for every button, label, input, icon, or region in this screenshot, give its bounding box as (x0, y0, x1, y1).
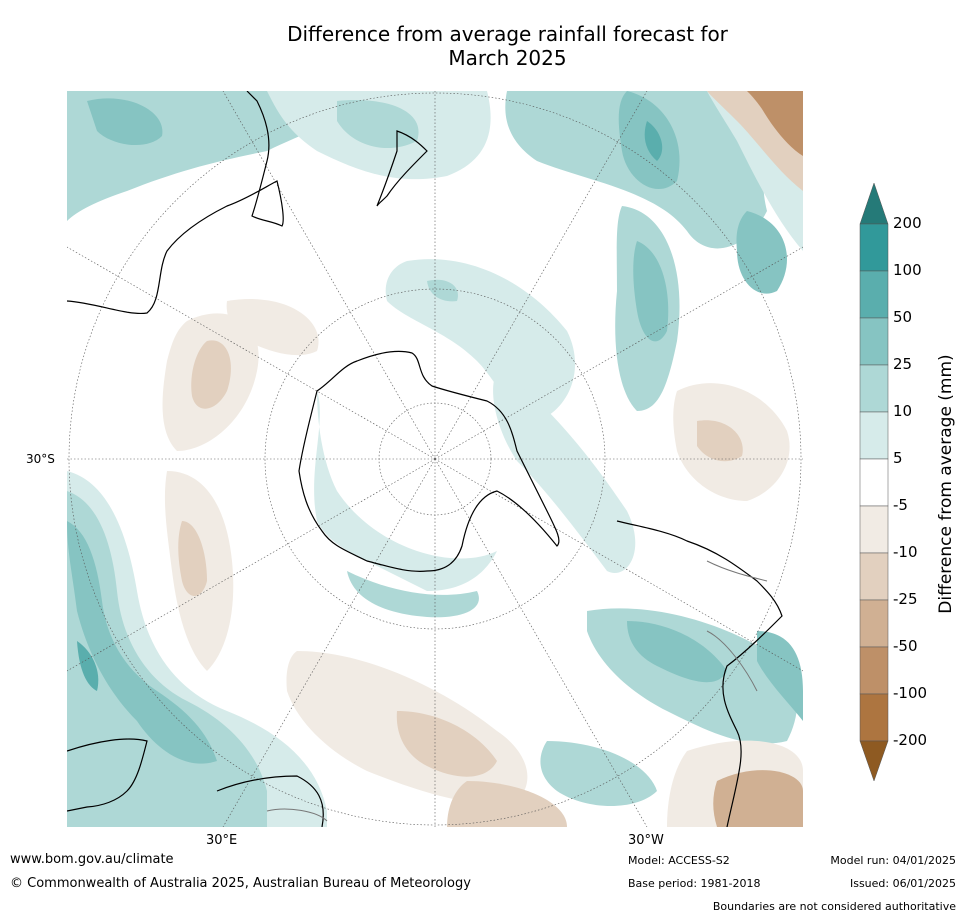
colorbar-swatch-cm5 (859, 505, 889, 554)
africa-coast (67, 738, 148, 812)
colorbar-tick-label: 200 (893, 214, 922, 232)
country-boundaries (266, 560, 768, 822)
longitude-label-30e: 30°E (206, 833, 238, 848)
footer-url: www.bom.gov.au/climate (10, 852, 174, 867)
polar-rainfall-map (67, 91, 803, 827)
colorbar-swatch-c25 (859, 317, 889, 366)
coastlines (67, 91, 783, 827)
colorbar-swatch-cm100 (859, 693, 889, 742)
colorbar-swatch-cm50 (859, 646, 889, 695)
colorbar-tick-label: -10 (893, 543, 918, 561)
footer-model-run: Model run: 04/01/2025 (830, 854, 956, 867)
colorbar-tick-label: -5 (893, 496, 908, 514)
colorbar-tick-label: 25 (893, 355, 913, 373)
colorbar-tick-label: 100 (893, 261, 922, 279)
footer-issued: Issued: 06/01/2025 (849, 877, 956, 890)
colorbar-tick-label: -200 (893, 731, 928, 749)
colorbar-swatches (859, 182, 889, 782)
colorbar-swatch-c0 (859, 458, 889, 507)
colorbar-swatch-c5 (859, 411, 889, 460)
new-zealand-coast (376, 130, 428, 207)
colorbar-swatch-c100 (859, 223, 889, 272)
colorbar-tick-label: 5 (893, 449, 903, 467)
colorbar-tick-label: 50 (893, 308, 913, 326)
indian-coast (216, 775, 324, 827)
latitude-label-30s: 30°S (26, 452, 55, 466)
colorbar (859, 182, 889, 782)
antarctica-coast (298, 350, 560, 572)
colorbar-tick-label: -25 (893, 590, 918, 608)
footer-model: Model: ACCESS-S2 (628, 854, 730, 867)
colorbar-swatch-cm10 (859, 552, 889, 601)
footer-disclaimer: Boundaries are not considered authoritat… (712, 900, 956, 913)
drier-regions (162, 91, 803, 827)
colorbar-swatch-below-200 (859, 740, 889, 782)
colorbar-title: Difference from average (mm) (936, 354, 956, 614)
footer-base-period: Base period: 1981-2018 (628, 877, 761, 890)
colorbar-tick-label: -100 (893, 684, 928, 702)
colorbar-tick-label: -50 (893, 637, 918, 655)
colorbar-swatch-c10 (859, 364, 889, 413)
colorbar-swatch-c50 (859, 270, 889, 319)
title-line-2: March 2025 (448, 46, 567, 70)
longitude-label-30w: 30°W (628, 833, 664, 848)
australia-coast (67, 91, 284, 315)
graticule (67, 91, 803, 827)
title-line-1: Difference from average rainfall forecas… (287, 22, 728, 46)
south-america-coast (616, 520, 783, 827)
colorbar-swatch-above-200 (859, 182, 889, 225)
footer-copyright: © Commonwealth of Australia 2025, Austra… (10, 876, 471, 891)
colorbar-tick-label: 10 (893, 402, 913, 420)
colorbar-swatch-cm25 (859, 599, 889, 648)
map-title: Difference from average rainfall forecas… (180, 22, 835, 70)
